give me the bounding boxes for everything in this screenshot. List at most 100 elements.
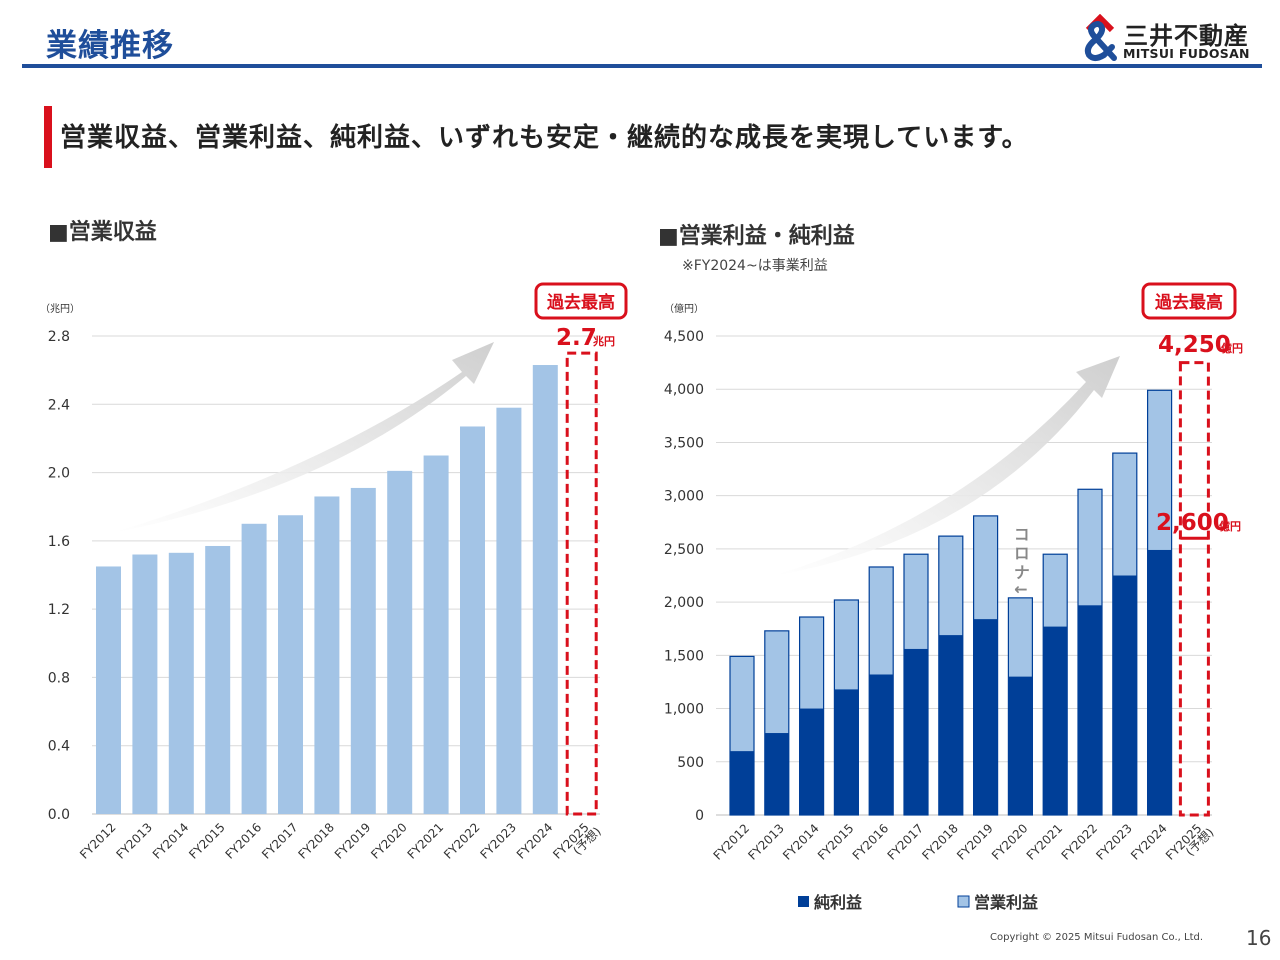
profit-section-note: ※FY2024~は事業利益 xyxy=(682,258,828,274)
profit-y-tick-label: 1,500 xyxy=(664,648,704,664)
revenue-bar xyxy=(532,365,558,814)
page-title: 業績推移 xyxy=(46,28,174,64)
revenue-x-tick-label: FY2018 xyxy=(295,820,337,862)
profit-growth-arrow-icon xyxy=(772,356,1120,576)
profit-y-tick-label: 3,000 xyxy=(664,489,704,505)
revenue-x-tick-label: FY2013 xyxy=(113,820,155,862)
lead-message: 営業収益、営業利益、純利益、いずれも安定・継続的な成長を実現しています。 xyxy=(60,123,1029,153)
profit-record-badge-box xyxy=(1141,282,1237,320)
revenue-y-tick-label: 2.4 xyxy=(48,397,70,413)
revenue-y-tick-label: 0.0 xyxy=(48,807,70,823)
profit-y-tick-label: 3,500 xyxy=(664,435,704,451)
revenue-bar xyxy=(350,487,376,814)
net-income-bar xyxy=(730,751,754,815)
profit-section-title: ■営業利益・純利益 xyxy=(658,224,855,249)
revenue-y-tick-label: 1.2 xyxy=(48,602,70,618)
revenue-x-tick-label: FY2024 xyxy=(514,820,556,862)
revenue-bar xyxy=(314,496,340,814)
revenue-bar xyxy=(205,545,231,814)
profit-unit-label: （億円） xyxy=(664,302,704,315)
profit-forecast-bar xyxy=(1178,361,1210,817)
revenue-bar xyxy=(241,523,267,814)
revenue-bar xyxy=(96,566,121,814)
profit-y-tick-label: 2,500 xyxy=(664,542,704,558)
profit-x-tick-label: FY2023 xyxy=(1093,821,1135,863)
revenue-forecast-bar xyxy=(565,351,598,816)
revenue-unit-label: （兆円） xyxy=(40,303,80,315)
net-income-bar xyxy=(1147,549,1172,815)
company-logo: 三井不動産 MITSUI FUDOSAN xyxy=(1080,13,1260,64)
revenue-bar xyxy=(168,552,194,814)
revenue-y-tick-label: 0.8 xyxy=(48,670,70,686)
profit-y-tick-label: 500 xyxy=(677,755,704,771)
legend-net-income-label: 純利益 xyxy=(814,893,862,912)
profit-x-tick-label: FY2016 xyxy=(850,821,892,863)
net-forecast-unit: 億円 xyxy=(1219,519,1241,533)
revenue-bar xyxy=(132,554,158,814)
revenue-record-badge-box xyxy=(534,282,628,320)
revenue-forecast-unit: 兆円 xyxy=(593,334,615,348)
profit-x-tick-label: FY2024 xyxy=(1128,821,1170,863)
revenue-bar xyxy=(387,470,413,814)
net-income-bar xyxy=(869,674,894,815)
profit-x-tick-label: FY2017 xyxy=(885,821,927,863)
header-rule xyxy=(22,64,1262,68)
operating-forecast-unit: 億円 xyxy=(1221,341,1243,355)
logo-subtitle: MITSUI FUDOSAN xyxy=(1123,46,1250,61)
operating-forecast-value: 4,250 xyxy=(1158,332,1231,358)
net-income-bar xyxy=(904,648,928,815)
revenue-y-tick-label: 2.8 xyxy=(48,329,70,345)
revenue-x-tick-label: FY2023 xyxy=(477,820,519,862)
net-income-bar xyxy=(1078,605,1102,815)
profit-x-tick-label: FY2019 xyxy=(954,821,996,863)
revenue-x-tick-label: FY2015 xyxy=(186,820,228,862)
revenue-growth-arrow-icon xyxy=(112,342,494,533)
legend-operating-profit-label: 営業利益 xyxy=(974,893,1038,912)
profit-y-tick-label: 0 xyxy=(695,808,704,824)
profit-x-tick-label: FY2021 xyxy=(1024,821,1066,863)
profit-y-tick-label: 1,000 xyxy=(664,702,704,718)
revenue-x-tick-label: FY2021 xyxy=(405,820,447,862)
ampersand-logo-icon xyxy=(1084,13,1117,61)
profit-x-tick-label: FY2012 xyxy=(711,821,753,863)
revenue-bar xyxy=(278,515,303,814)
revenue-x-tick-label: FY2012 xyxy=(77,820,119,862)
profit-x-tick-label: FY2022 xyxy=(1059,821,1101,863)
profit-y-tick-label: 4,000 xyxy=(664,382,704,398)
profit-y-tick-label: 2,000 xyxy=(664,595,704,611)
revenue-y-tick-label: 0.4 xyxy=(48,739,70,755)
profit-x-tick-label: FY2020 xyxy=(989,821,1031,863)
legend-operating-profit-swatch xyxy=(957,895,970,908)
copyright: Copyright © 2025 Mitsui Fudosan Co., Ltd… xyxy=(990,932,1204,943)
revenue-x-tick-label: FY2019 xyxy=(332,820,374,862)
revenue-x-tick-label: FY2017 xyxy=(259,820,301,862)
revenue-x-tick-label: FY2014 xyxy=(150,820,192,862)
profit-x-tick-label: FY2015 xyxy=(815,821,857,863)
lead-accent-bar xyxy=(44,106,52,168)
revenue-record-badge-text: 過去最高 xyxy=(547,292,615,313)
net-forecast-value: 2,600 xyxy=(1156,510,1229,536)
covid-annotation: コロナ↓ xyxy=(1011,526,1030,599)
profit-x-tick-label: FY2018 xyxy=(919,821,961,863)
revenue-x-tick-label: FY2020 xyxy=(368,820,410,862)
revenue-x-tick-label: FY2016 xyxy=(223,820,265,862)
net-income-bar xyxy=(799,708,824,815)
revenue-forecast-value: 2.7 xyxy=(556,325,597,351)
net-income-bar xyxy=(834,689,859,815)
net-income-bar xyxy=(973,619,998,815)
revenue-bar xyxy=(423,455,449,814)
net-income-bar xyxy=(1043,626,1068,815)
revenue-section-title: ■営業収益 xyxy=(48,220,157,245)
revenue-y-tick-label: 1.6 xyxy=(48,534,70,550)
logo-name: 三井不動産 xyxy=(1124,22,1249,50)
profit-y-tick-label: 4,500 xyxy=(664,329,704,345)
profit-record-badge-text: 過去最高 xyxy=(1155,292,1223,313)
page-number: 16 xyxy=(1246,926,1272,950)
net-income-bar xyxy=(938,635,963,815)
revenue-x-tick-label: FY2022 xyxy=(441,820,483,862)
net-income-bar xyxy=(1112,575,1137,815)
revenue-bar xyxy=(460,426,485,814)
revenue-bar xyxy=(496,407,522,814)
legend-net-income-swatch xyxy=(798,896,809,907)
